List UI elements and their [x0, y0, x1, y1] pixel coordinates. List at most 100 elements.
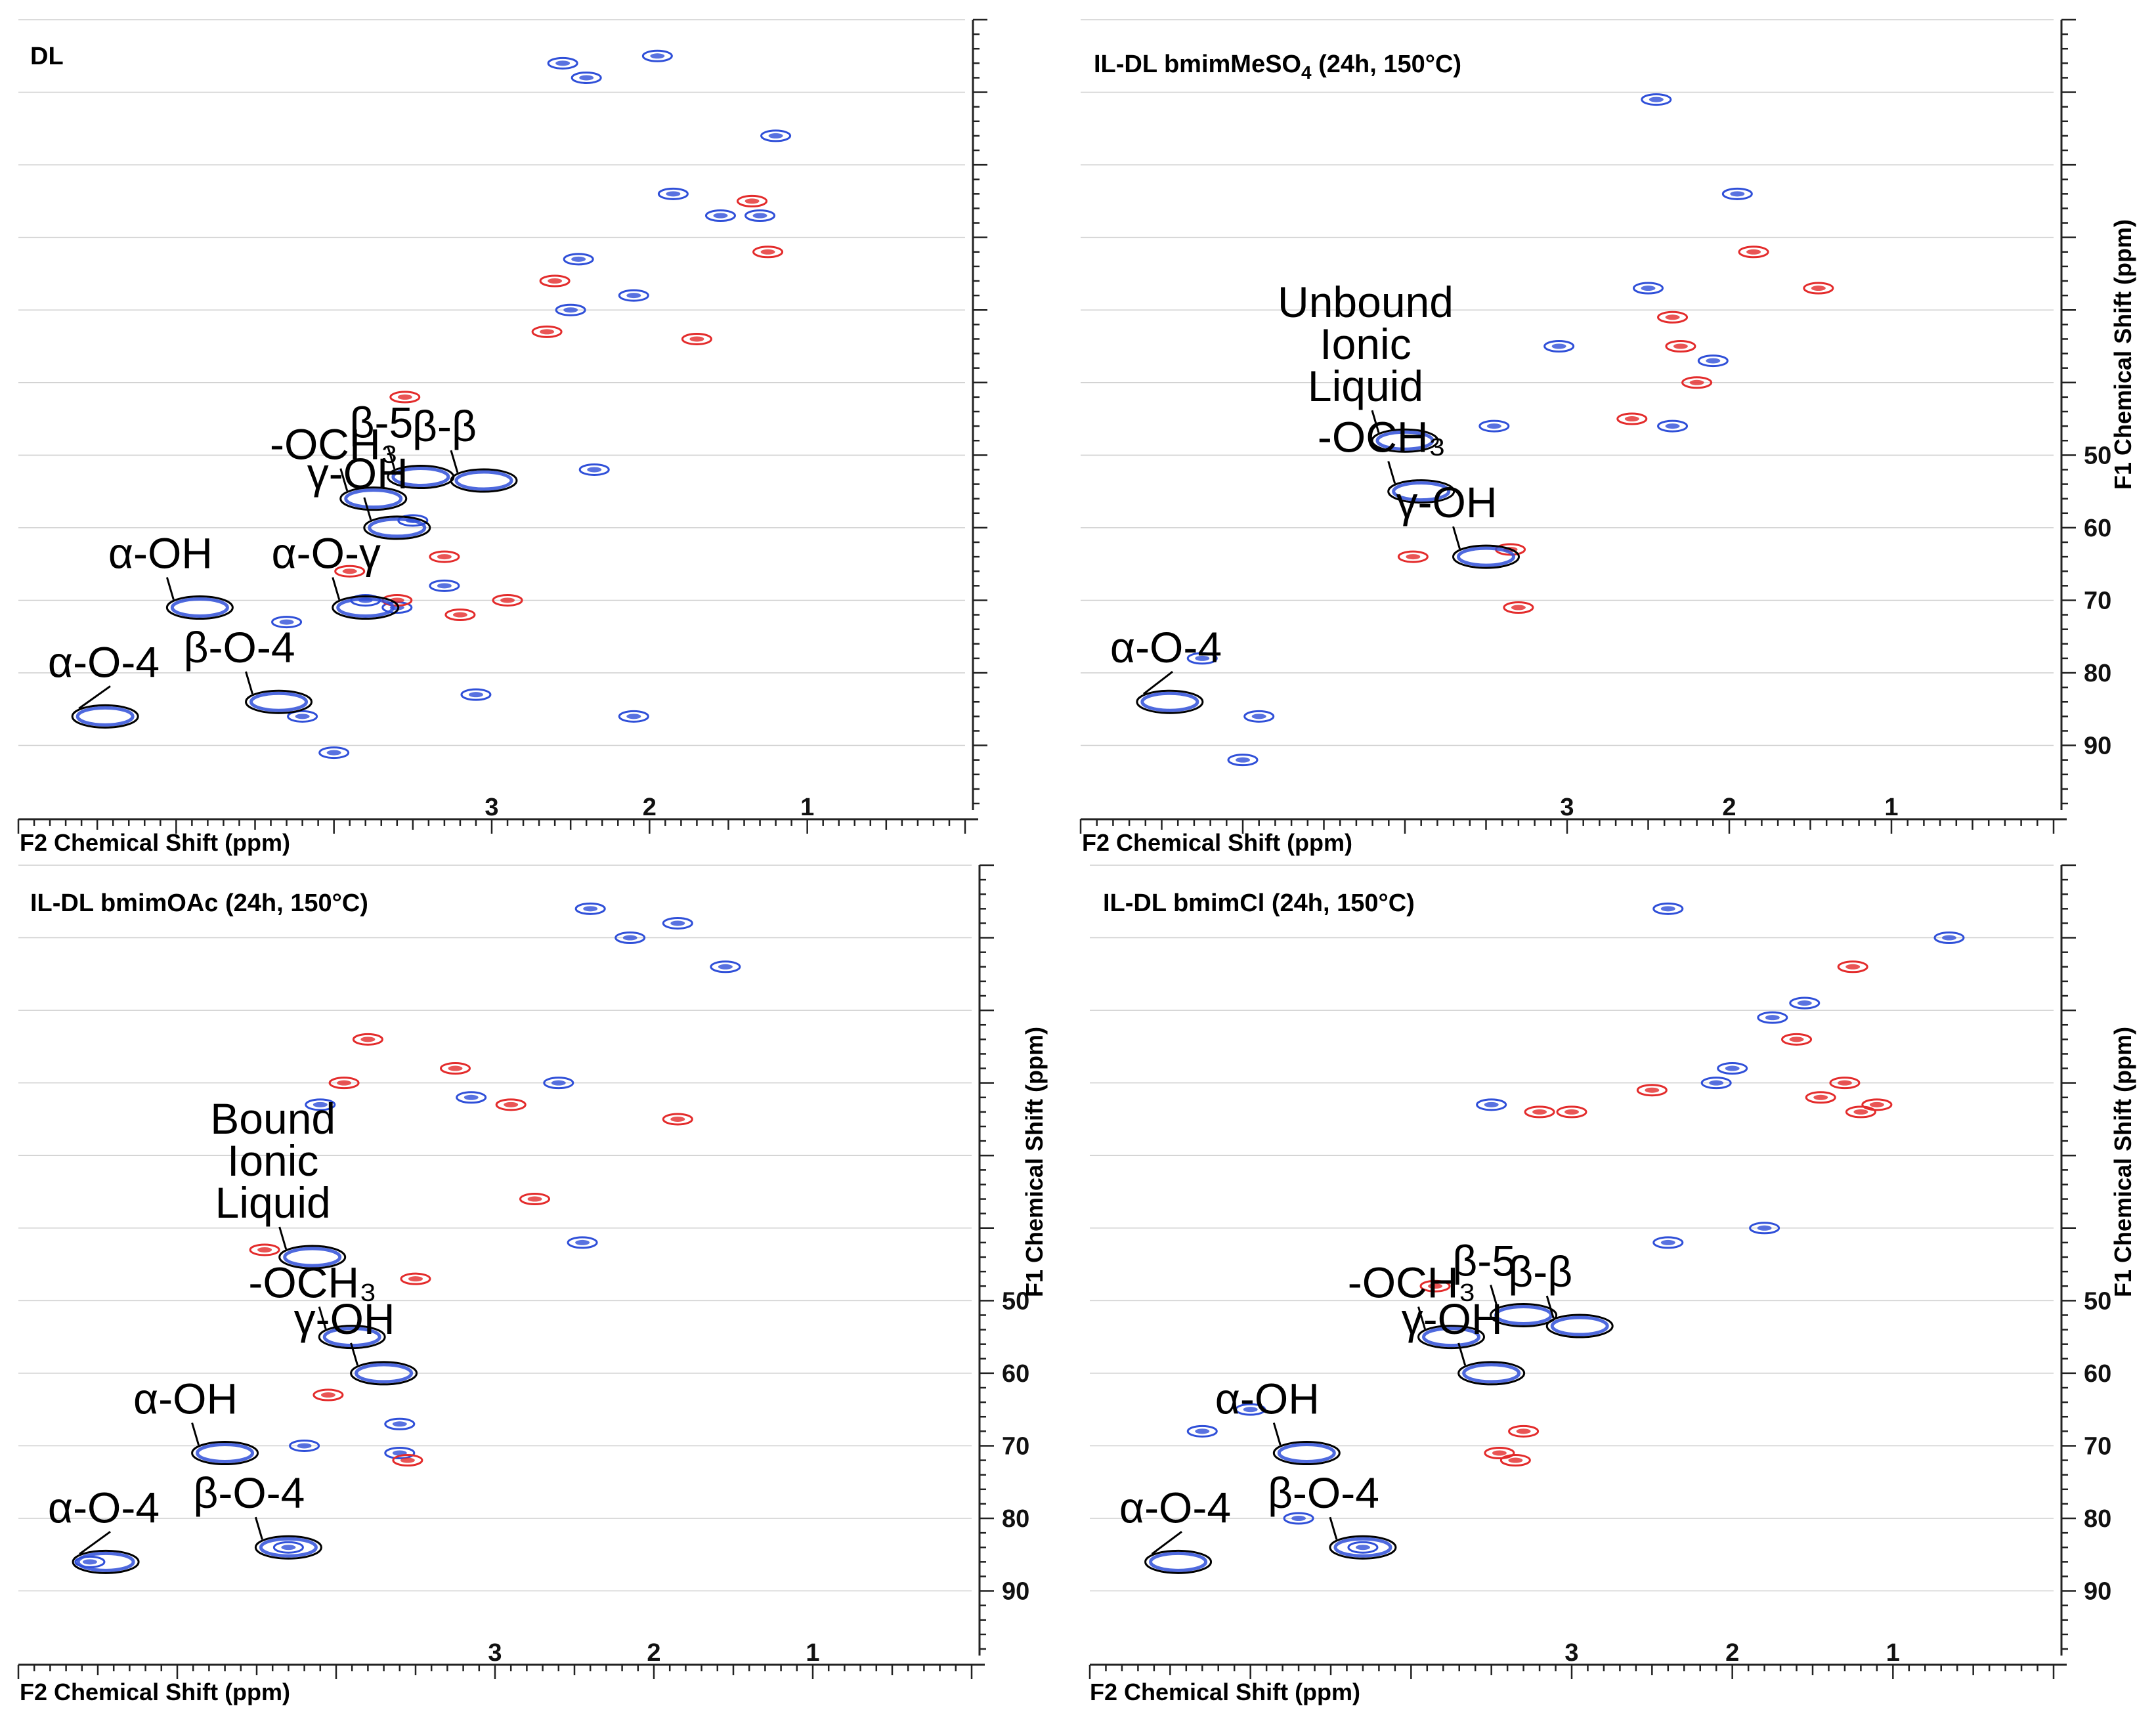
annotation-circle: [332, 595, 400, 620]
annotation-label: α-O-4: [1119, 1483, 1231, 1531]
peak-core-red: [1845, 964, 1861, 970]
peak-core-red: [1811, 286, 1826, 291]
annotation-3: α-OH: [133, 1375, 259, 1465]
peak-core-red: [452, 612, 467, 618]
annotated-peak: [170, 597, 229, 618]
peak-blue: [1717, 1062, 1748, 1075]
peak-core-blue: [1725, 1065, 1740, 1071]
annotation-label: β-O-4: [193, 1468, 305, 1517]
annotation-circle: [72, 1549, 140, 1574]
annotation-2: γ-OH: [1396, 478, 1520, 569]
peak-red: [389, 391, 421, 404]
annotation-label: α-O-4: [48, 637, 160, 686]
leader-line: [1142, 671, 1173, 695]
x-tick-label: 1: [1884, 794, 1898, 821]
peak-blue: [271, 616, 303, 629]
annotation-4: α-OH: [1215, 1375, 1341, 1465]
peak-core-blue: [666, 191, 681, 197]
peak-core-blue: [313, 1102, 328, 1107]
peak-blue: [1789, 996, 1821, 1010]
annotated-peak: [1140, 691, 1199, 712]
peak-core-blue: [563, 307, 578, 313]
annotation-circle: [165, 595, 234, 620]
annotation-label: Unbound: [1278, 278, 1454, 326]
grid: [1090, 865, 2054, 1592]
peak-core-blue: [555, 60, 571, 66]
peak-blue: [710, 960, 741, 974]
peak-core-blue: [1484, 1102, 1499, 1107]
peak-red: [1845, 1105, 1876, 1119]
peak-core-blue: [626, 714, 641, 719]
annotation-label: α-O-4: [1110, 623, 1222, 672]
annotated-peak: [249, 691, 309, 712]
peak-red: [1829, 1077, 1861, 1090]
peak-core-blue: [1660, 906, 1675, 912]
annotation-label: γ-OH: [307, 449, 408, 498]
x-tick-label: 1: [806, 1639, 819, 1667]
peak-blue: [429, 579, 460, 592]
peak-red: [1665, 340, 1696, 353]
peak-blue: [760, 129, 792, 142]
leader-line: [1545, 1295, 1555, 1319]
annotation-3: γ-OH: [1402, 1295, 1526, 1386]
y-tick-label: 70: [2084, 1432, 2111, 1460]
peak-core-red: [320, 1392, 335, 1398]
annotation-label: β-β: [412, 402, 477, 450]
peak-core-red: [437, 554, 452, 560]
peak-blue: [571, 71, 602, 84]
peak-red: [1397, 550, 1429, 563]
peak-core-red: [1428, 1283, 1443, 1289]
peak-red: [1419, 1279, 1451, 1293]
y-tick-label: 50: [2084, 442, 2111, 469]
annotation-2: γ-OH: [294, 1295, 418, 1386]
peak-red: [1681, 376, 1713, 389]
peak-blue: [1697, 354, 1729, 368]
y-axis-title: F1 Chemical Shift (ppm): [1021, 1027, 1048, 1297]
y-tick-label: 60: [2084, 515, 2111, 542]
peak-blue: [618, 289, 649, 302]
peak-core-red: [397, 394, 412, 400]
peak-red: [1805, 1091, 1836, 1104]
annotated-peak: [1422, 1327, 1480, 1348]
y-tick-label: 70: [2084, 587, 2111, 614]
panel-title: IL-DL bmimOAc (24h, 150°C): [30, 889, 368, 917]
y-tick-label: 80: [2084, 660, 2111, 687]
leader-line: [1417, 1306, 1426, 1330]
leader-line: [191, 1423, 200, 1445]
peak-red: [1781, 1033, 1813, 1046]
annotated-peak: [76, 1551, 135, 1572]
annotated-peak: [368, 517, 427, 538]
peak-blue: [1243, 710, 1275, 723]
annotated-peak: [1277, 1443, 1336, 1463]
peak-blue: [657, 187, 689, 200]
peak-red: [1503, 601, 1534, 614]
peak-blue: [74, 1555, 106, 1568]
peak-blue: [1749, 1222, 1780, 1235]
peak-core-blue: [437, 583, 452, 589]
peak-red: [539, 274, 571, 288]
leader-line: [278, 1226, 288, 1250]
peak-core-blue: [1660, 1239, 1675, 1245]
annotation-label: α-OH: [108, 529, 213, 578]
annotated-peak: [1149, 1551, 1208, 1572]
x-axis: 1 2 3: [17, 794, 978, 834]
annotation-circle: [1545, 1314, 1614, 1338]
annotation-circle: [1387, 479, 1455, 504]
peak-red: [1636, 1084, 1668, 1097]
peak-core-blue: [297, 1443, 312, 1449]
annotation-label: γ-OH: [1396, 478, 1498, 526]
peak-core-blue: [752, 213, 767, 219]
leader-line: [350, 1342, 359, 1366]
spectrum-peaks: [1186, 902, 1965, 1554]
peak-core-blue: [468, 692, 483, 698]
annotation-3: α-O-4: [1110, 623, 1222, 714]
peak-red: [392, 1454, 423, 1467]
annotation-6: β-O-4: [1268, 1468, 1397, 1560]
x-axis-title: F2 Chemical Shift (ppm): [20, 829, 290, 856]
leader-line: [1457, 1342, 1467, 1366]
peak-core-red: [504, 1102, 519, 1107]
peak-red: [737, 194, 768, 207]
peak-blue: [555, 303, 586, 316]
